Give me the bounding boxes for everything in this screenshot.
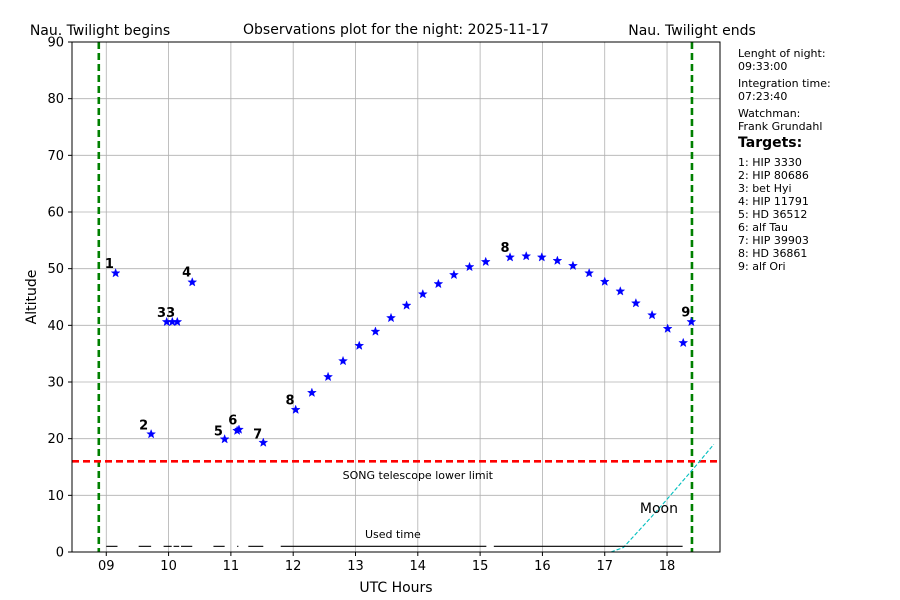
observation-point — [584, 268, 595, 278]
y-tick-label: 90 — [47, 36, 64, 51]
target-number-label: 8 — [286, 394, 295, 409]
target-number-label: 6 — [228, 414, 237, 429]
x-tick-label: 17 — [596, 559, 613, 574]
point-labels: 1 2 33 4 56 7 8 8 9 — [105, 241, 690, 442]
y-axis-label: Altitude — [24, 270, 40, 325]
observation-point — [338, 355, 348, 366]
observation-point — [417, 288, 428, 299]
observation-point — [219, 434, 230, 444]
y-tick-label: 40 — [47, 319, 64, 334]
targets-heading: Targets: — [738, 135, 803, 151]
target-number-label: 8 — [501, 241, 510, 256]
target-item: 1: HIP 3330 — [738, 156, 802, 169]
targets-list: Targets: 1: HIP 3330 2: HIP 80686 3: bet… — [738, 135, 809, 273]
y-tick-label: 20 — [47, 432, 64, 447]
observation-point — [354, 340, 365, 350]
moon-label: Moon — [640, 501, 678, 517]
twilight-end-label: Nau. Twilight ends — [628, 23, 756, 39]
x-tick-label: 18 — [659, 559, 676, 574]
y-tick-label: 50 — [47, 262, 64, 277]
chart-title: Observations plot for the night: 2025-11… — [243, 22, 549, 38]
target-number-label: 2 — [139, 419, 148, 434]
target-item: 4: HIP 11791 — [738, 195, 809, 208]
observation-point — [234, 424, 244, 434]
target-number-label: 5 — [214, 424, 223, 439]
observation-point — [505, 252, 515, 262]
x-tick-label: 11 — [223, 559, 240, 574]
y-tick-label: 80 — [47, 92, 64, 107]
observation-point — [662, 323, 673, 333]
observation-points — [110, 251, 697, 447]
night-length: Lenght of night: 09:33:00 — [738, 47, 826, 73]
observation-point — [678, 337, 689, 348]
observation-point — [146, 428, 157, 439]
night-length-label: Lenght of night: — [738, 47, 826, 60]
integration-time: Integration time: 07:23:40 — [738, 77, 831, 103]
observation-point — [615, 286, 626, 296]
observation-point — [464, 261, 475, 272]
x-tick-label: 14 — [410, 559, 427, 574]
observation-point — [433, 278, 444, 289]
target-item: 5: HD 36512 — [738, 208, 808, 221]
observation-point — [568, 260, 578, 271]
observation-point — [187, 277, 198, 287]
target-item: 6: alf Tau — [738, 221, 788, 234]
observation-point — [630, 298, 641, 308]
target-item: 2: HIP 80686 — [738, 169, 809, 182]
observation-point — [647, 309, 658, 320]
observation-point — [599, 276, 610, 286]
target-number-label: 1 — [105, 257, 114, 272]
observation-point — [552, 255, 563, 265]
x-tick-label: 16 — [534, 559, 551, 574]
night-length-value: 09:33:00 — [738, 60, 788, 73]
target-item: 9: alf Ori — [738, 260, 786, 273]
x-axis-label: UTC Hours — [359, 580, 432, 596]
target-item: 8: HD 36861 — [738, 247, 808, 260]
lower-limit-label: SONG telescope lower limit — [343, 469, 494, 482]
x-tick-label: 15 — [472, 559, 489, 574]
integration-time-value: 07:23:40 — [738, 90, 788, 103]
plot-frame — [71, 41, 721, 553]
watchman: Watchman: Frank Grundahl — [738, 107, 822, 133]
target-number-label: 9 — [681, 305, 690, 320]
observation-point — [480, 256, 491, 267]
y-tick-label: 0 — [56, 546, 64, 561]
x-tick-label: 12 — [285, 559, 302, 574]
reference-lines — [72, 42, 720, 552]
moon-curve — [610, 443, 715, 553]
target-number-label: 4 — [182, 266, 191, 281]
observation-point — [172, 316, 183, 327]
x-tick-label: 13 — [347, 559, 364, 574]
x-tick-label: 10 — [160, 559, 177, 574]
y-tick-label: 10 — [47, 489, 64, 504]
watchman-label: Watchman: — [738, 107, 801, 120]
target-number-label: 33 — [157, 306, 175, 321]
observation-point — [521, 251, 532, 261]
target-item: 7: HIP 39903 — [738, 234, 809, 247]
observation-point — [536, 252, 547, 262]
observation-point — [449, 269, 459, 280]
target-number-label: 7 — [253, 428, 262, 443]
integration-time-label: Integration time: — [738, 77, 831, 90]
observation-point — [401, 300, 412, 310]
used-time-label: Used time — [365, 528, 421, 541]
target-item: 3: bet Hyi — [738, 182, 792, 195]
moon-line — [610, 443, 715, 553]
y-tick-label: 30 — [47, 376, 64, 391]
observation-point — [290, 404, 301, 414]
twilight-begin-label: Nau. Twilight begins — [30, 23, 170, 39]
observation-point — [370, 326, 381, 336]
x-tick-label: 09 — [98, 559, 115, 574]
watchman-name: Frank Grundahl — [738, 120, 823, 133]
observation-point — [306, 387, 317, 397]
observation-point — [323, 371, 334, 382]
observation-point — [258, 437, 269, 447]
observation-point — [686, 316, 697, 327]
y-tick-label: 70 — [47, 149, 64, 164]
observation-point — [110, 268, 121, 278]
y-tick-label: 60 — [47, 206, 64, 221]
observation-point — [386, 312, 396, 323]
